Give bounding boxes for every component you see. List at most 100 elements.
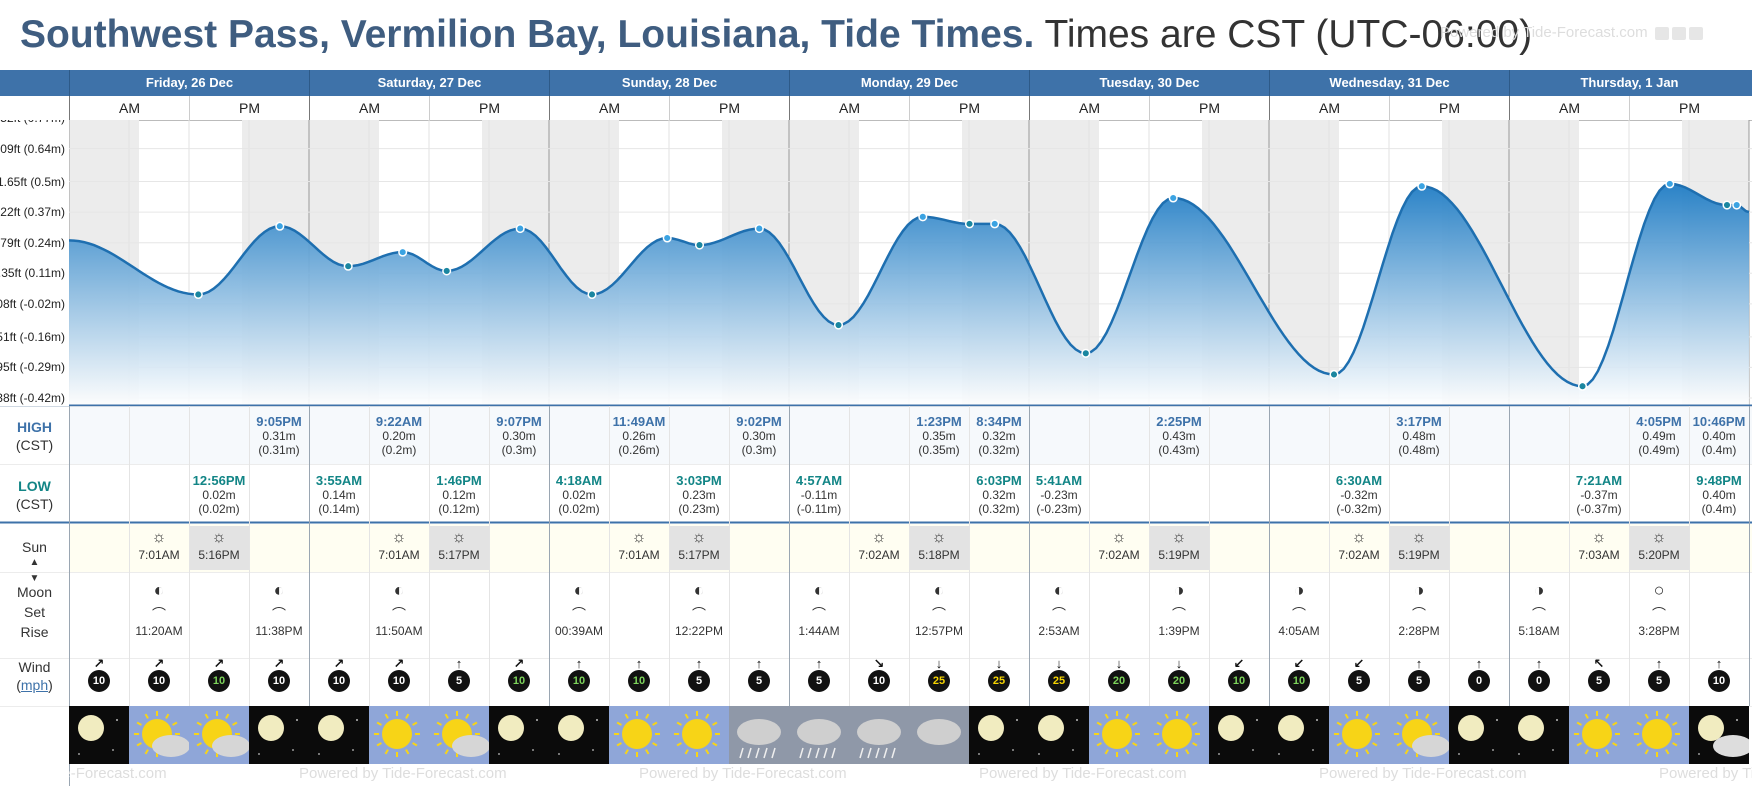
footer-watermark: Powered by Tide-Forecast.com — [69, 765, 167, 782]
tide-height: 0.26m — [622, 429, 656, 443]
y-tick-label: 1.52ft (0.77m) — [0, 120, 65, 125]
wind-direction-icon: ↗ — [513, 656, 525, 671]
pm-header: PM — [909, 96, 1029, 120]
tide-time: 3:17PM — [1396, 414, 1442, 429]
tide-height-metric: (0.3m) — [741, 443, 777, 457]
moon-entry: ◐ ⌒ 00:39AM — [549, 580, 609, 638]
tide-time: 4:05PM — [1636, 414, 1682, 429]
am-header: AM — [1509, 96, 1629, 120]
tide-height: 0.49m — [1642, 429, 1676, 443]
high-tide-entry: 9:02PM 0.30m (0.3m) — [729, 414, 789, 458]
wind-speed-badge: 5 — [1408, 670, 1430, 692]
wind-speed-badge: 0 — [1528, 670, 1550, 692]
moon-time: 3:28PM — [1638, 624, 1680, 638]
night-moon-graphic — [1518, 715, 1558, 755]
wind-direction-icon: ↑ — [695, 656, 703, 671]
y-tick-label: 0.79ft (0.24m) — [0, 235, 65, 250]
tide-time: 7:21AM — [1575, 473, 1623, 488]
wind-speed-badge: 10 — [388, 670, 410, 692]
tide-height-metric: (0.32m) — [978, 443, 1020, 457]
day-header: Monday, 29 Dec — [789, 70, 1029, 96]
tide-time: 3:03PM — [676, 473, 722, 488]
night-moon-icon — [249, 706, 309, 764]
tide-height-metric: (0.35m) — [918, 443, 960, 457]
wind-direction-icon: ↙ — [1293, 656, 1305, 671]
moon-entry: ◑ ⌒ 5:18AM — [1509, 580, 1569, 638]
night-moon-icon — [549, 706, 609, 764]
tide-height: 0.02m — [562, 488, 596, 502]
sun-cloud-graphic — [194, 711, 249, 757]
am-header: AM — [1269, 96, 1389, 120]
tide-height: 0.02m — [202, 488, 236, 502]
sunset-entry: ☼ 5:20PM — [1629, 530, 1689, 563]
night-moon-icon — [1209, 706, 1269, 764]
low-tide-entry: 1:46PM 0.12m (0.12m) — [429, 474, 489, 517]
day-header: Saturday, 27 Dec — [309, 70, 549, 96]
sunrise-time: 7:01AM — [138, 548, 180, 562]
pm-header: PM — [189, 96, 309, 120]
moonrise-icon: ⌒ — [272, 606, 286, 622]
tide-height-metric: (0.49m) — [1638, 443, 1680, 457]
sun-row-label: Sun ▲ ▼ — [0, 539, 69, 587]
moonrise-icon: ⌒ — [152, 606, 166, 622]
low-tide-point — [442, 266, 452, 276]
night-moon-graphic — [1458, 715, 1498, 755]
tide-height-metric: (-0.11m) — [796, 502, 842, 516]
low-tide-entry: 12:56PM 0.02m (0.02m) — [189, 474, 249, 517]
sunset-icon: ☼ — [451, 529, 467, 546]
footer-watermarks: Powered by Tide-Forecast.com Powered by T… — [69, 760, 1752, 787]
sun-graphic — [1094, 711, 1140, 757]
wind-speed-badge: 20 — [1168, 670, 1190, 692]
night-moon-icon — [1029, 706, 1089, 764]
low-tide-entry: 6:30AM -0.32m (-0.32m) — [1329, 474, 1389, 517]
sunset-icon: ☼ — [1171, 529, 1187, 546]
wind-speed-badge: 10 — [328, 670, 350, 692]
tide-height: 0.40m — [1702, 429, 1736, 443]
sun-cloud-icon — [129, 706, 189, 764]
day-header: Sunday, 28 Dec — [549, 70, 789, 96]
wind-direction-icon: ↓ — [995, 656, 1003, 671]
tide-height: 0.23m — [682, 488, 716, 502]
wind-direction-icon: ↗ — [273, 656, 285, 671]
tide-time: 2:25PM — [1156, 414, 1202, 429]
sun-icon — [669, 706, 729, 764]
moon-phase-icon: ◑ — [1173, 580, 1185, 600]
wind-direction-icon: ↗ — [153, 656, 165, 671]
sunset-cell — [1389, 526, 1449, 570]
tide-time: 6:03PM — [976, 473, 1022, 488]
y-tick-label: -0.08ft (-0.02m) — [0, 296, 65, 311]
tide-height: 0.12m — [442, 488, 476, 502]
sunrise-time: 7:03AM — [1578, 548, 1620, 562]
sunrise-time: 7:01AM — [378, 548, 420, 562]
sun-cloud-icon — [429, 706, 489, 764]
tide-height-metric: (-0.23m) — [1036, 502, 1082, 516]
tide-time: 10:46PM — [1692, 414, 1746, 429]
low-tide-point — [343, 261, 353, 271]
footer-watermark: Powered by Tide-Forecast.com — [639, 765, 847, 782]
wind-unit-link[interactable]: mph — [20, 677, 49, 693]
day-header: Thursday, 1 Jan — [1509, 70, 1749, 96]
sunset-entry: ☼ 5:19PM — [1389, 530, 1449, 563]
night-moon-graphic — [978, 715, 1018, 755]
tide-height: 0.40m — [1702, 488, 1736, 502]
moon-entry: ◐ ⌒ 11:20AM — [129, 580, 189, 638]
tide-height: 0.14m — [322, 488, 356, 502]
tide-time: 9:02PM — [736, 414, 782, 429]
tide-height: -0.32m — [1340, 488, 1378, 502]
sunset-time: 5:19PM — [1158, 548, 1200, 562]
moon-time: 12:22PM — [674, 624, 724, 638]
tide-height-metric: (0.43m) — [1158, 443, 1200, 457]
wind-speed-badge: 10 — [1708, 670, 1730, 692]
pm-header: PM — [1389, 96, 1509, 120]
page-title: Southwest Pass, Vermilion Bay, Louisiana… — [20, 10, 1532, 60]
tide-height-metric: (0.31m) — [258, 443, 300, 457]
tide-height: -0.37m — [1580, 488, 1618, 502]
night-cloud-graphic — [1698, 715, 1749, 757]
high-tide-point — [398, 247, 408, 257]
y-tick-label: -0.51ft (-0.16m) — [0, 329, 65, 344]
high-tide-entry: 9:05PM 0.31m (0.31m) — [249, 415, 309, 458]
low-tide-point — [1577, 381, 1588, 391]
sunset-cell — [909, 526, 969, 570]
low-row-label: LOW (CST) — [0, 477, 69, 513]
day-header: Friday, 26 Dec — [69, 70, 309, 96]
